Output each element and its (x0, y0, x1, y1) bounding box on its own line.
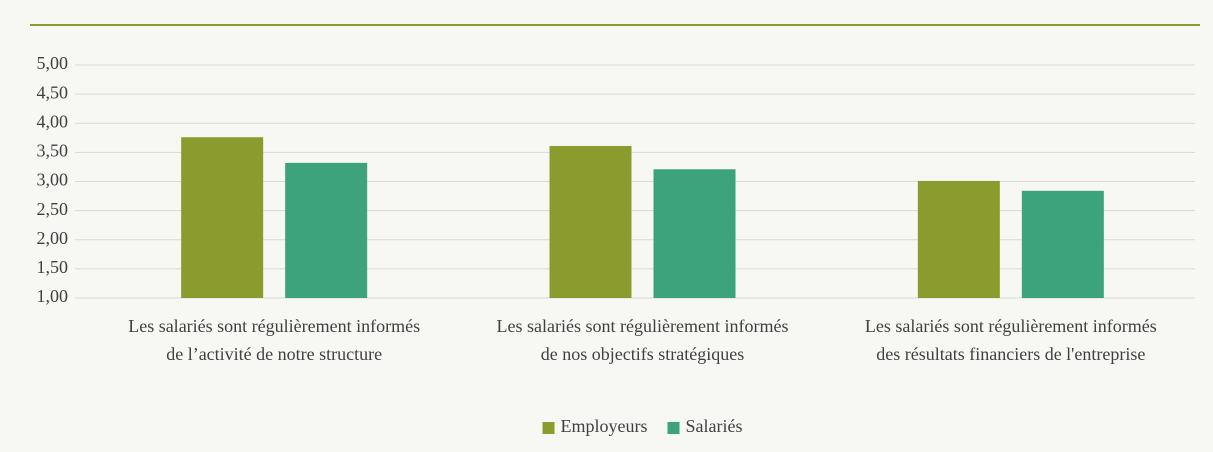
y-tick-label: 4,00 (37, 111, 69, 131)
y-tick-label: 2,00 (37, 228, 69, 248)
x-tick-line: de nos objectifs stratégiques (541, 344, 744, 364)
bar (917, 180, 1000, 298)
bar (285, 162, 368, 298)
x-tick-line: Les salariés sont régulièrement informés (128, 316, 420, 336)
y-tick-label: 4,50 (37, 82, 69, 102)
bar (181, 137, 264, 298)
x-tick-line: de l’activité de notre structure (166, 344, 382, 364)
x-tick-label: Les salariés sont régulièrement informés… (865, 316, 1157, 364)
y-tick-label: 2,50 (37, 199, 69, 219)
legend-swatch (542, 422, 555, 434)
x-tick-line: des résultats financiers de l'entreprise (876, 344, 1145, 364)
y-tick-label: 3,50 (37, 141, 69, 161)
y-tick-label: 1,00 (37, 286, 69, 306)
x-tick-line: Les salariés sont régulièrement informés (865, 316, 1157, 336)
legend-swatch (667, 422, 680, 434)
y-tick-label: 3,00 (37, 170, 69, 190)
bar (653, 169, 736, 298)
x-tick-line: Les salariés sont régulièrement informés (497, 316, 789, 336)
y-tick-label: 1,50 (37, 257, 69, 277)
y-tick-label: 5,00 (37, 53, 69, 73)
bar (549, 145, 632, 298)
legend-label: Employeurs (561, 416, 648, 436)
x-tick-label: Les salariés sont régulièrement informés… (497, 316, 789, 364)
legend-label: Salariés (686, 416, 743, 436)
x-tick-label: Les salariés sont régulièrement informés… (128, 316, 420, 364)
bar (1021, 190, 1104, 298)
